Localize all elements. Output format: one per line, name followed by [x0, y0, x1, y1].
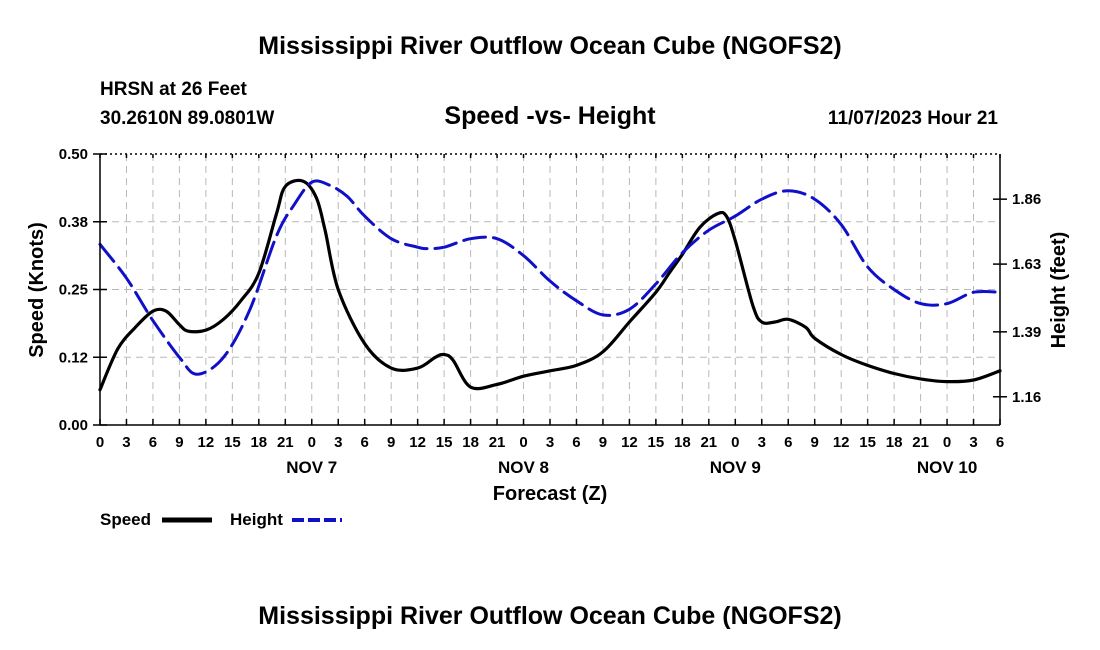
x-tick-label: 18 — [250, 434, 267, 451]
x-tick-label: 9 — [387, 434, 395, 451]
x-axis-label: Forecast (Z) — [493, 483, 607, 505]
x-tick-label: 0 — [519, 434, 527, 451]
x-day-label: NOV 7 — [286, 458, 337, 477]
y2-tick-label: 1.16 — [1012, 389, 1041, 406]
x-tick-label: 6 — [784, 434, 792, 451]
x-tick-label: 3 — [546, 434, 554, 451]
station-coords: 30.2610N 89.0801W — [100, 108, 274, 129]
x-tick-label: 15 — [859, 434, 876, 451]
x-day-label: NOV 10 — [917, 458, 977, 477]
x-tick-label: 9 — [811, 434, 819, 451]
y-axis-left: 0.00 0.12 0.25 0.38 0.50 — [59, 146, 107, 434]
y2-tick-label: 1.39 — [1012, 324, 1041, 341]
legend: Speed Height — [100, 510, 342, 529]
y-tick-label: 0.00 — [59, 417, 88, 434]
x-tick-label: 0 — [943, 434, 951, 451]
series-line-height — [98, 179, 1002, 376]
x-tick-label: 12 — [409, 434, 426, 451]
y2-tick-label: 1.86 — [1012, 191, 1041, 208]
grid-lines — [100, 154, 1000, 425]
x-tick-label: 3 — [334, 434, 342, 451]
x-tick-label: 15 — [224, 434, 241, 451]
y-tick-label: 0.25 — [59, 282, 88, 299]
x-tick-label: 18 — [674, 434, 691, 451]
plot-series — [98, 178, 1002, 392]
series-line-speed — [98, 178, 1002, 392]
x-tick-label: 6 — [996, 434, 1004, 451]
x-tick-label: 21 — [700, 434, 717, 451]
station-name: HRSN at 26 Feet — [100, 79, 247, 100]
x-tick-label: 21 — [277, 434, 294, 451]
x-tick-label: 0 — [96, 434, 104, 451]
x-tick-label: 12 — [621, 434, 638, 451]
x-tick-label: 15 — [648, 434, 665, 451]
y-axis-label: Speed (Knots) — [26, 222, 48, 358]
x-tick-label: 0 — [731, 434, 739, 451]
y-tick-label: 0.38 — [59, 214, 88, 231]
x-tick-label: 18 — [886, 434, 903, 451]
forecast-datetime: 11/07/2023 Hour 21 — [828, 108, 998, 129]
legend-label-speed: Speed — [100, 510, 151, 529]
y-tick-label: 0.50 — [59, 146, 88, 163]
x-tick-label: 6 — [149, 434, 157, 451]
x-axis: 0 3 6 9 12 15 18 21 0 3 6 9 12 15 18 21 0 3 6 9 12 15 18 21 0 3 6 9… — [96, 154, 1004, 477]
y2-axis-label: Height (feet) — [1048, 232, 1070, 349]
y-tick-label: 0.12 — [59, 349, 88, 366]
legend-label-height: Height — [230, 510, 283, 529]
x-tick-label: 9 — [599, 434, 607, 451]
x-tick-label: 3 — [758, 434, 766, 451]
footer-title: Mississippi River Outflow Ocean Cube (NG… — [258, 602, 841, 630]
x-tick-label: 15 — [436, 434, 453, 451]
x-tick-label: 18 — [462, 434, 479, 451]
x-day-label: NOV 9 — [710, 458, 761, 477]
x-tick-label: 3 — [969, 434, 977, 451]
x-tick-label: 3 — [122, 434, 130, 451]
x-day-label: NOV 8 — [498, 458, 549, 477]
x-tick-label: 21 — [489, 434, 506, 451]
y-axis-right: 1.16 1.39 1.63 1.86 — [993, 191, 1041, 406]
chart-main-title: Mississippi River Outflow Ocean Cube (NG… — [258, 32, 841, 60]
chart-subtitle: Speed -vs- Height — [444, 102, 656, 130]
x-tick-label: 9 — [175, 434, 183, 451]
x-tick-label: 6 — [361, 434, 369, 451]
x-tick-label: 6 — [572, 434, 580, 451]
x-tick-label: 12 — [833, 434, 850, 451]
x-tick-label: 12 — [198, 434, 215, 451]
x-tick-label: 0 — [308, 434, 316, 451]
y2-tick-label: 1.63 — [1012, 256, 1041, 273]
x-tick-label: 21 — [912, 434, 929, 451]
